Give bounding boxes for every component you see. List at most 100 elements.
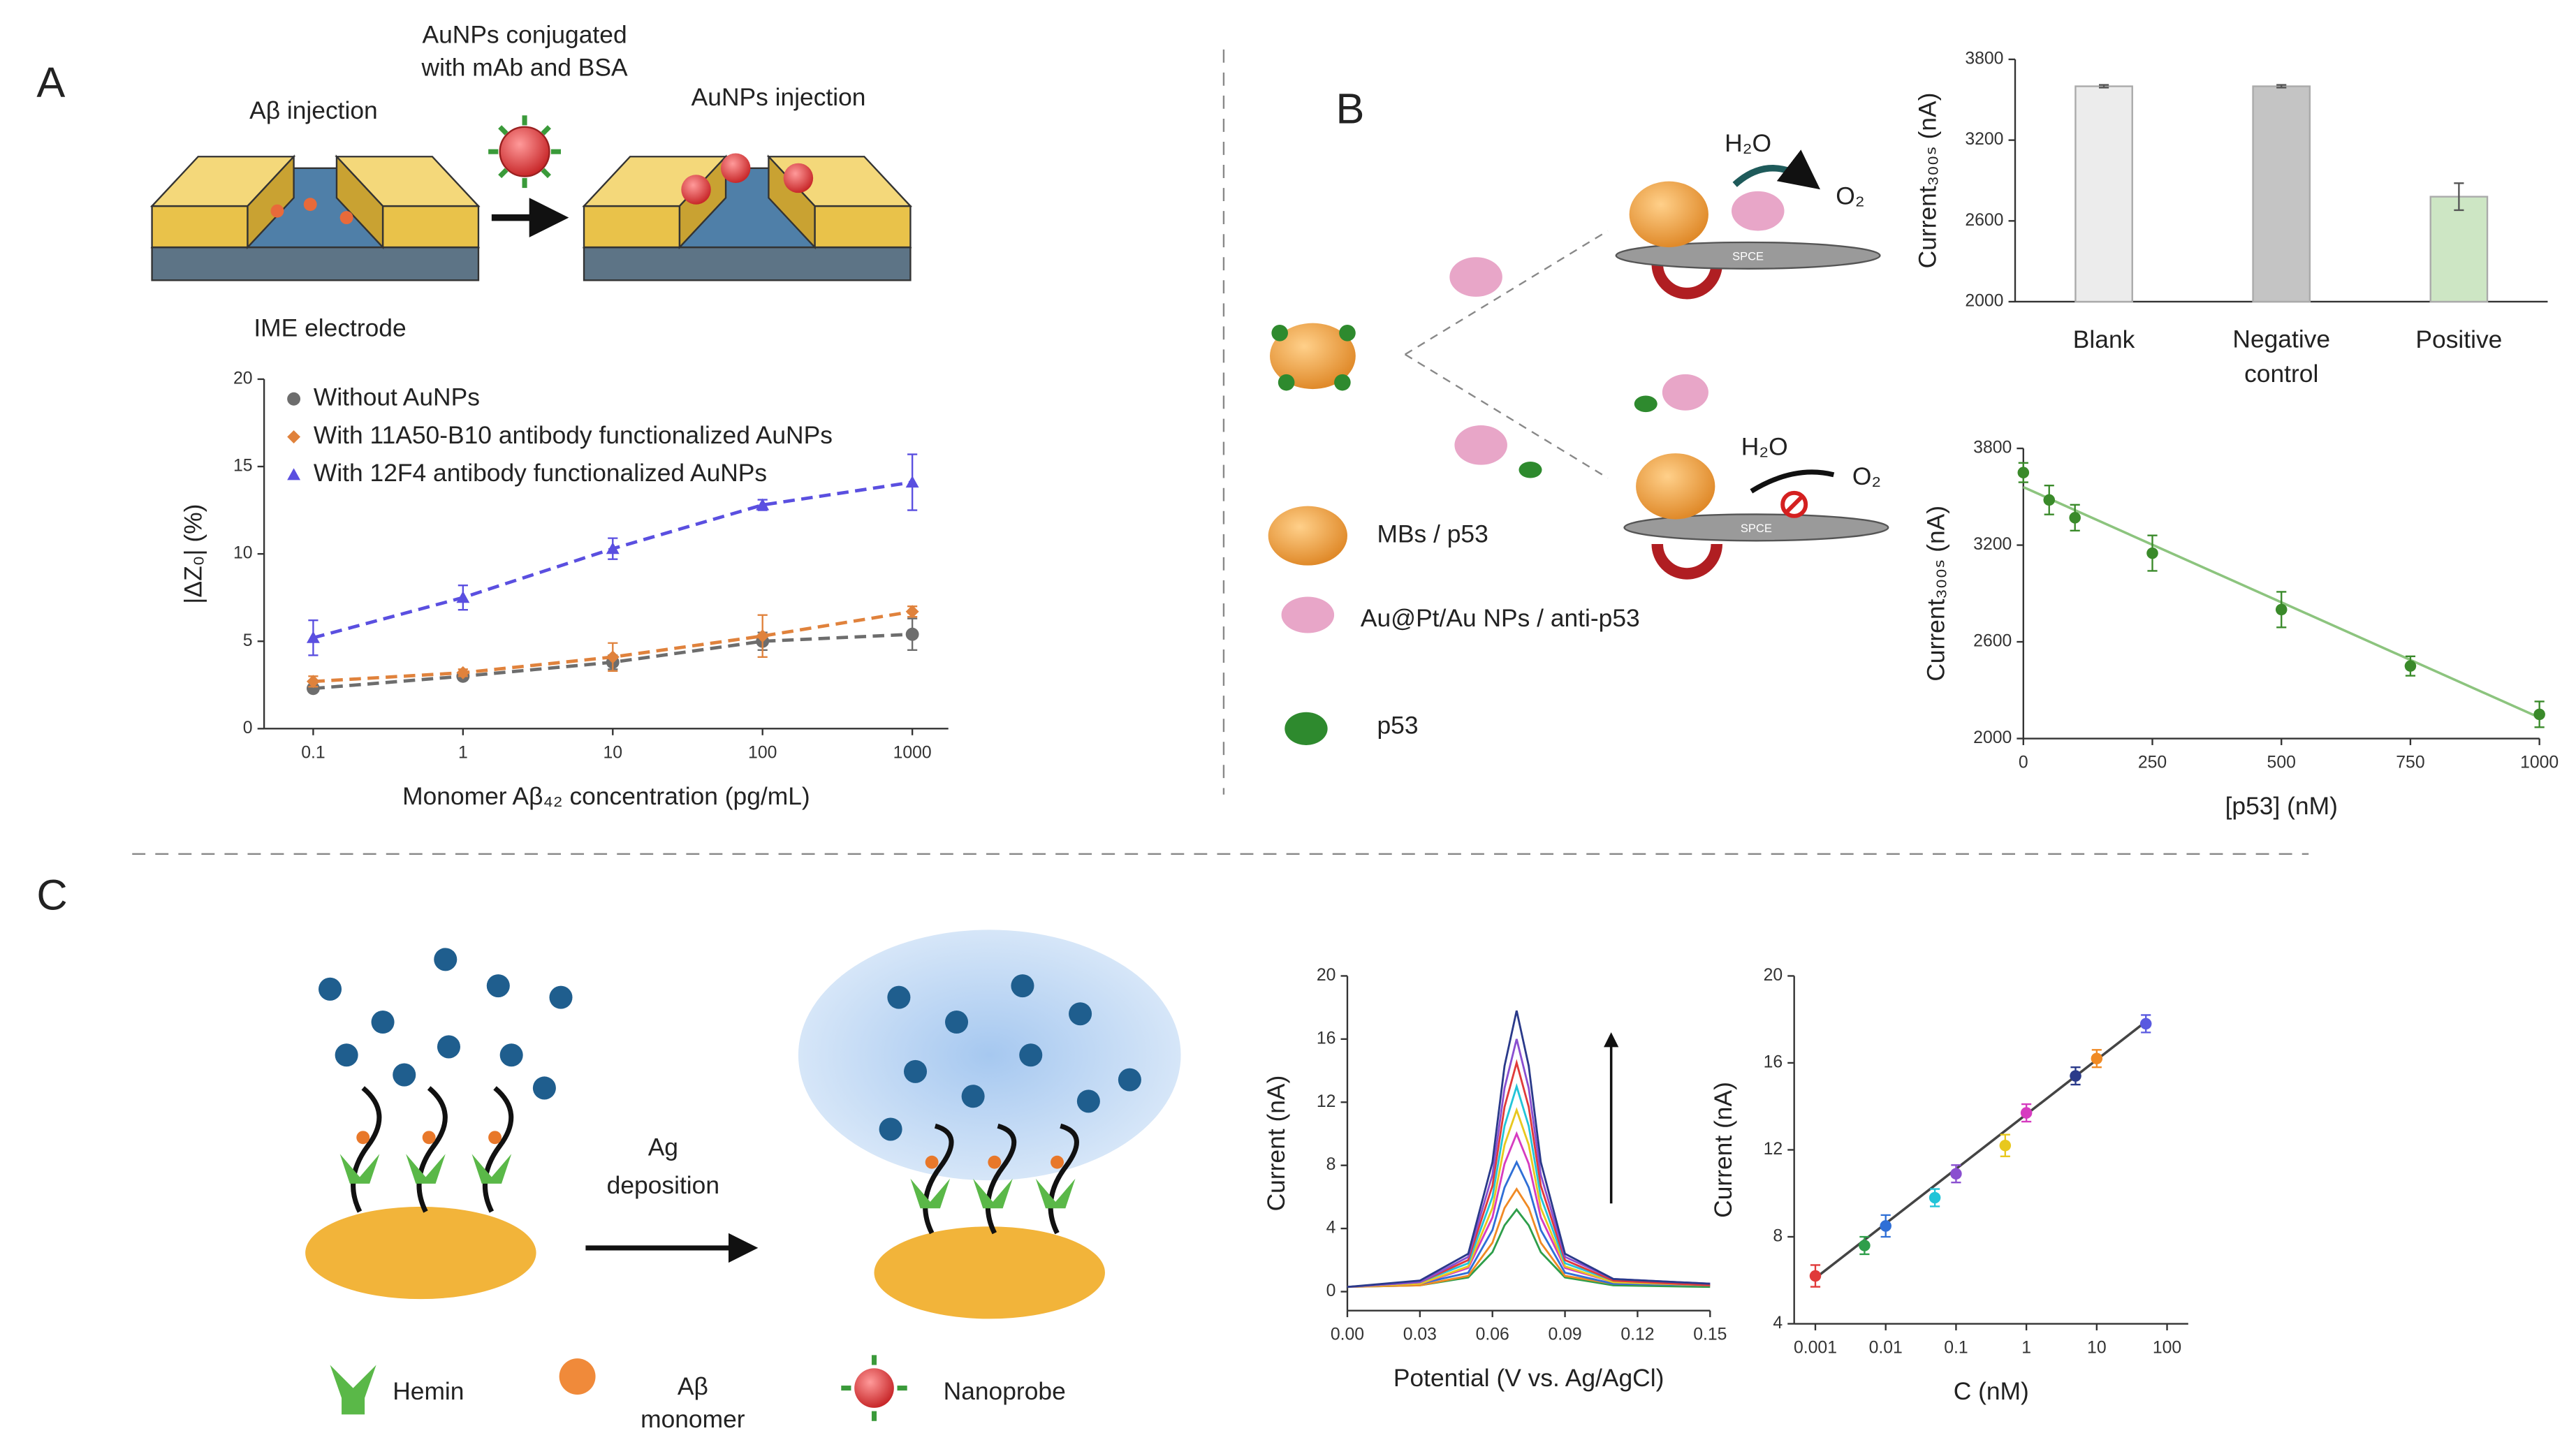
label: Au@Pt/Au NPs / anti-p53: [1361, 604, 1640, 632]
point: [2070, 1070, 2081, 1082]
x-axis-label: [p53] (nM): [2225, 792, 2338, 820]
y-tick-label: 8: [1326, 1155, 1336, 1174]
x-tick-label: 10: [603, 743, 622, 762]
label: H₂O: [1741, 432, 1788, 460]
series-line: [1347, 1082, 1711, 1288]
point: [1929, 1191, 1941, 1204]
label: H₂O: [1725, 129, 1771, 157]
label: O₂: [1836, 182, 1864, 210]
point: [2091, 1052, 2103, 1064]
y-tick-label: 12: [1764, 1140, 1783, 1159]
point: [2020, 1107, 2033, 1119]
point: [1950, 1168, 1962, 1180]
y-tick-label: 5: [243, 631, 253, 650]
x-tick-label: 0.01: [1869, 1338, 1903, 1357]
label: with mAb and BSA: [421, 53, 628, 81]
x-axis-label: Monomer Aβ₄₂ concentration (pg/mL): [402, 782, 810, 810]
point: [1999, 1139, 2012, 1152]
x-tick-label: 0.001: [1794, 1338, 1837, 1357]
label: AuNPs conjugated: [422, 20, 627, 48]
x-tick-label: 0.12: [1620, 1326, 1654, 1344]
series-line: [1347, 1107, 1711, 1288]
marker: [456, 666, 470, 680]
x-tick-label: 250: [2138, 753, 2167, 772]
point: [2404, 660, 2417, 672]
label: Aβ: [678, 1372, 708, 1400]
legend-marker: [287, 430, 301, 443]
label: Aβ injection: [249, 96, 378, 124]
x-tick-label: 100: [748, 743, 777, 762]
point: [1809, 1270, 1822, 1282]
bar: [2074, 85, 2133, 303]
label: Nanoprobe: [944, 1377, 1066, 1405]
marker: [606, 650, 620, 664]
label: SPCE: [1741, 522, 1772, 535]
y-axis-label: Current₃₀₀ₛ (nA): [1914, 93, 1942, 269]
y-tick-label: 12: [1317, 1092, 1336, 1111]
panel-label: C: [36, 872, 67, 920]
y-tick-label: 8: [1773, 1227, 1783, 1246]
marker: [606, 542, 620, 555]
legend-marker: [287, 468, 301, 480]
label: SPCE: [1732, 250, 1764, 263]
p53-diagram: [1268, 149, 1889, 745]
x-tick-label: 100: [2153, 1338, 2181, 1357]
label: MBs / p53: [1377, 520, 1488, 548]
bar: [2252, 85, 2311, 303]
marker: [456, 591, 470, 603]
y-tick-label: 10: [233, 544, 253, 563]
y-axis-label: Current₃₀₀ₛ (nA): [1922, 506, 1949, 682]
x-tick-label: 1000: [2520, 753, 2559, 772]
error-bar: [2276, 84, 2287, 89]
y-axis-label: |ΔZ₀| (%): [179, 504, 207, 604]
y-tick-label: 0: [243, 719, 253, 737]
x-tick-label: 0: [2019, 753, 2028, 772]
y-tick-label: 20: [1317, 966, 1336, 985]
x-tick-label: 500: [2267, 753, 2296, 772]
label: O₂: [1852, 462, 1881, 490]
marker: [905, 476, 919, 488]
marker: [306, 631, 320, 643]
panel-label: B: [1335, 85, 1364, 133]
x-tick-label: 1: [2021, 1338, 2031, 1357]
x-tick-label: 0.1: [301, 743, 325, 762]
y-tick-label: 3200: [1973, 535, 2012, 554]
y-tick-label: 2600: [1965, 211, 2003, 230]
point: [2146, 547, 2158, 559]
series-line: [1347, 1010, 1711, 1288]
bar: [2429, 196, 2489, 303]
x-tick-label: 0.06: [1476, 1326, 1509, 1344]
y-tick-label: 16: [1764, 1053, 1783, 1072]
panel-label: A: [36, 59, 65, 107]
point: [2069, 512, 2081, 524]
label: deposition: [607, 1171, 719, 1199]
marker: [306, 682, 320, 696]
fit-line: [1814, 1020, 2147, 1279]
point: [2533, 708, 2545, 721]
label: AuNPs injection: [691, 83, 866, 111]
error-bar: [2098, 84, 2109, 89]
series-line: [1347, 1207, 1711, 1288]
x-tick-label: 0.00: [1331, 1326, 1364, 1344]
point: [2043, 494, 2056, 506]
x-tick-label: 1000: [893, 743, 932, 762]
x-tick-label: Negative control: [2232, 325, 2330, 388]
point: [2275, 603, 2288, 616]
point: [2139, 1018, 2152, 1030]
legend-label: Without AuNPs: [314, 383, 480, 411]
y-tick-label: 2600: [1973, 632, 2012, 651]
y-axis-label: Current (nA): [1262, 1075, 1290, 1212]
x-tick-label: 0.03: [1403, 1326, 1437, 1344]
marker: [905, 627, 919, 641]
label: IME electrode: [254, 314, 406, 342]
y-tick-label: 2000: [1973, 728, 2012, 747]
x-tick-label: 1: [458, 743, 468, 762]
error-bar: [2454, 182, 2464, 212]
ag-diagram: [305, 930, 1619, 1421]
series-line: [1347, 1038, 1711, 1288]
x-tick-label: 10: [2087, 1338, 2107, 1357]
y-tick-label: 3800: [1965, 50, 2003, 68]
